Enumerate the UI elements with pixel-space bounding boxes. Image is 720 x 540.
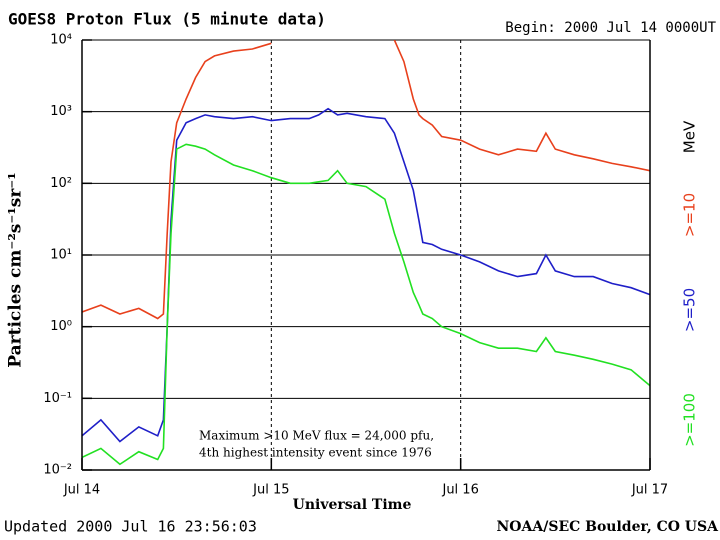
data-line — [82, 107, 650, 443]
y-tick-label: 10⁻¹ — [43, 391, 72, 406]
legend-entry: >=10 — [681, 193, 699, 237]
plot-frame — [81, 40, 651, 471]
y-tick-label: 10² — [50, 176, 72, 191]
data-line — [82, 40, 650, 320]
x-tick-label: Jul 14 — [63, 483, 100, 498]
annotation: Maximum >10 MeV flux = 24,000 pfu, — [199, 429, 434, 443]
chart-title: GOES8 Proton Flux (5 minute data) — [8, 10, 326, 29]
footer-left: Updated 2000 Jul 16 23:56:03 — [4, 518, 257, 536]
y-tick-label: 10⁰ — [50, 319, 72, 334]
y-tick-label: 10⁴ — [50, 33, 72, 48]
annotation: 4th highest intensity event since 1976 — [199, 446, 432, 460]
x-tick-label: Jul 16 — [441, 483, 478, 498]
x-axis-label: Universal Time — [293, 497, 412, 513]
footer-right: NOAA/SEC Boulder, CO USA — [497, 519, 720, 535]
chart-subtitle: Begin: 2000 Jul 14 0000UT — [505, 20, 716, 36]
legend-unit: MeV — [681, 120, 699, 153]
y-tick-label: 10⁻² — [43, 463, 72, 478]
annotation-box — [196, 426, 466, 464]
plot-lines — [82, 40, 650, 466]
legend-entry: >=100 — [681, 393, 699, 447]
y-axis-label: Particles cm⁻²s⁻¹sr⁻¹ — [6, 172, 26, 367]
data-line — [82, 143, 650, 466]
y-tick-label: 10¹ — [50, 248, 72, 263]
x-tick-label: Jul 17 — [631, 483, 668, 498]
y-tick-label: 10³ — [50, 104, 72, 119]
legend-entry: >=50 — [681, 288, 699, 332]
x-tick-label: Jul 15 — [252, 483, 289, 498]
